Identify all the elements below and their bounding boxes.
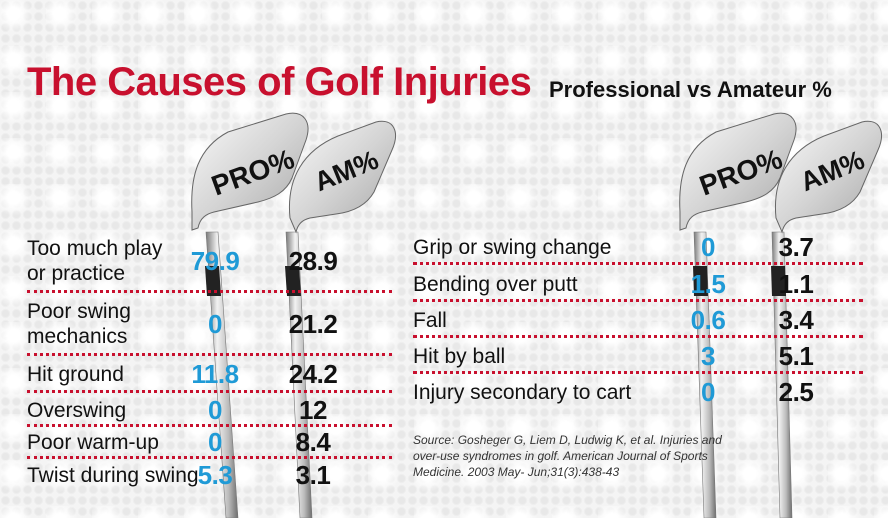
- pro-value: 0.6: [690, 305, 726, 335]
- am-club-left: AM%: [285, 120, 396, 518]
- cause-label: Grip or swing change: [413, 235, 611, 260]
- cause-label-line: Overswing: [27, 398, 127, 422]
- row-separator: [27, 456, 392, 459]
- row-separator: [413, 371, 863, 374]
- pro-club-left: PRO%: [191, 112, 309, 518]
- page-subtitle: Professional vs Amateur %: [549, 77, 832, 102]
- pro-value: 0: [208, 427, 222, 457]
- cause-label-line: Twist during swing: [27, 463, 199, 487]
- page-title: The Causes of Golf Injuries: [27, 60, 532, 104]
- cause-label-line: Fall: [413, 308, 447, 332]
- pro-value: 0: [208, 395, 222, 425]
- cause-label-line: Grip or swing change: [413, 235, 612, 259]
- cause-label: Twist during swing: [27, 463, 199, 488]
- cause-label-line: Poor warm-up: [27, 430, 159, 454]
- cause-label: Poor swing mechanics: [27, 299, 131, 349]
- pro-value: 1.5: [690, 269, 726, 299]
- row-separator: [27, 290, 392, 293]
- pro-value: 0: [208, 309, 222, 339]
- am-value: 1.1: [778, 269, 814, 299]
- cause-label-line: Hit ground: [27, 362, 124, 386]
- row-separator: [413, 335, 863, 338]
- am-value: 3.7: [778, 232, 814, 262]
- am-value: 28.9: [288, 246, 338, 276]
- cause-label: Injury secondary to cart: [413, 380, 631, 405]
- pro-value: 5.3: [197, 460, 233, 490]
- cause-label-line: mechanics: [27, 325, 128, 348]
- cause-label: Fall: [413, 308, 447, 333]
- cause-label-line: Hit by ball: [413, 344, 506, 368]
- cause-label-line: Bending over putt: [413, 272, 578, 296]
- cause-label: Overswing: [27, 398, 126, 423]
- pro-value: 0: [701, 232, 715, 262]
- pro-club-right: PRO%: [679, 112, 797, 518]
- am-club-right: AM%: [771, 120, 882, 518]
- am-value: 12: [299, 395, 327, 425]
- cause-label: Too much play or practice: [27, 236, 162, 286]
- pro-value: 11.8: [191, 359, 239, 389]
- row-separator: [413, 262, 863, 265]
- pro-value: 79.9: [190, 246, 240, 276]
- row-separator: [27, 424, 392, 427]
- source-citation: Source: Gosheger G, Liem D, Ludwig K, et…: [413, 433, 722, 479]
- pro-value: 0: [701, 377, 715, 407]
- am-value: 2.5: [778, 377, 814, 407]
- am-value: 21.2: [288, 309, 338, 339]
- cause-label: Bending over putt: [413, 272, 578, 297]
- am-value: 3.4: [778, 305, 814, 335]
- cause-label: Poor warm-up: [27, 430, 159, 455]
- row-separator: [27, 390, 392, 393]
- cause-label-line: Too much play: [27, 237, 163, 260]
- am-value: 24.2: [288, 359, 338, 389]
- am-value: 8.4: [295, 427, 331, 457]
- cause-label-line: or practice: [27, 262, 126, 285]
- am-value: 5.1: [778, 341, 814, 371]
- cause-label-line: Injury secondary to cart: [413, 380, 632, 404]
- row-separator: [27, 353, 392, 356]
- pro-value: 3: [701, 341, 715, 371]
- cause-label: Hit ground: [27, 362, 124, 387]
- am-value: 3.1: [295, 460, 331, 490]
- cause-label: Hit by ball: [413, 344, 505, 369]
- row-separator: [413, 299, 863, 302]
- cause-label-line: Poor swing: [27, 300, 131, 323]
